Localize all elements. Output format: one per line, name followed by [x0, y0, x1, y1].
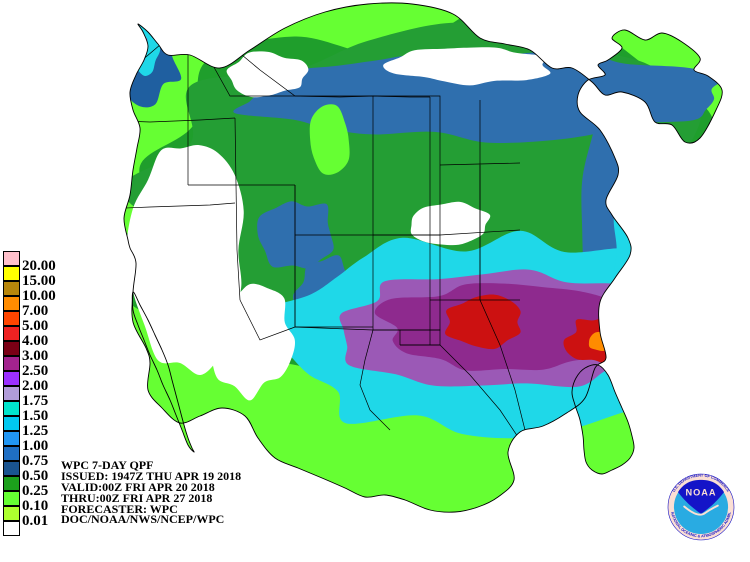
svg-text:NOAA: NOAA: [685, 488, 716, 498]
